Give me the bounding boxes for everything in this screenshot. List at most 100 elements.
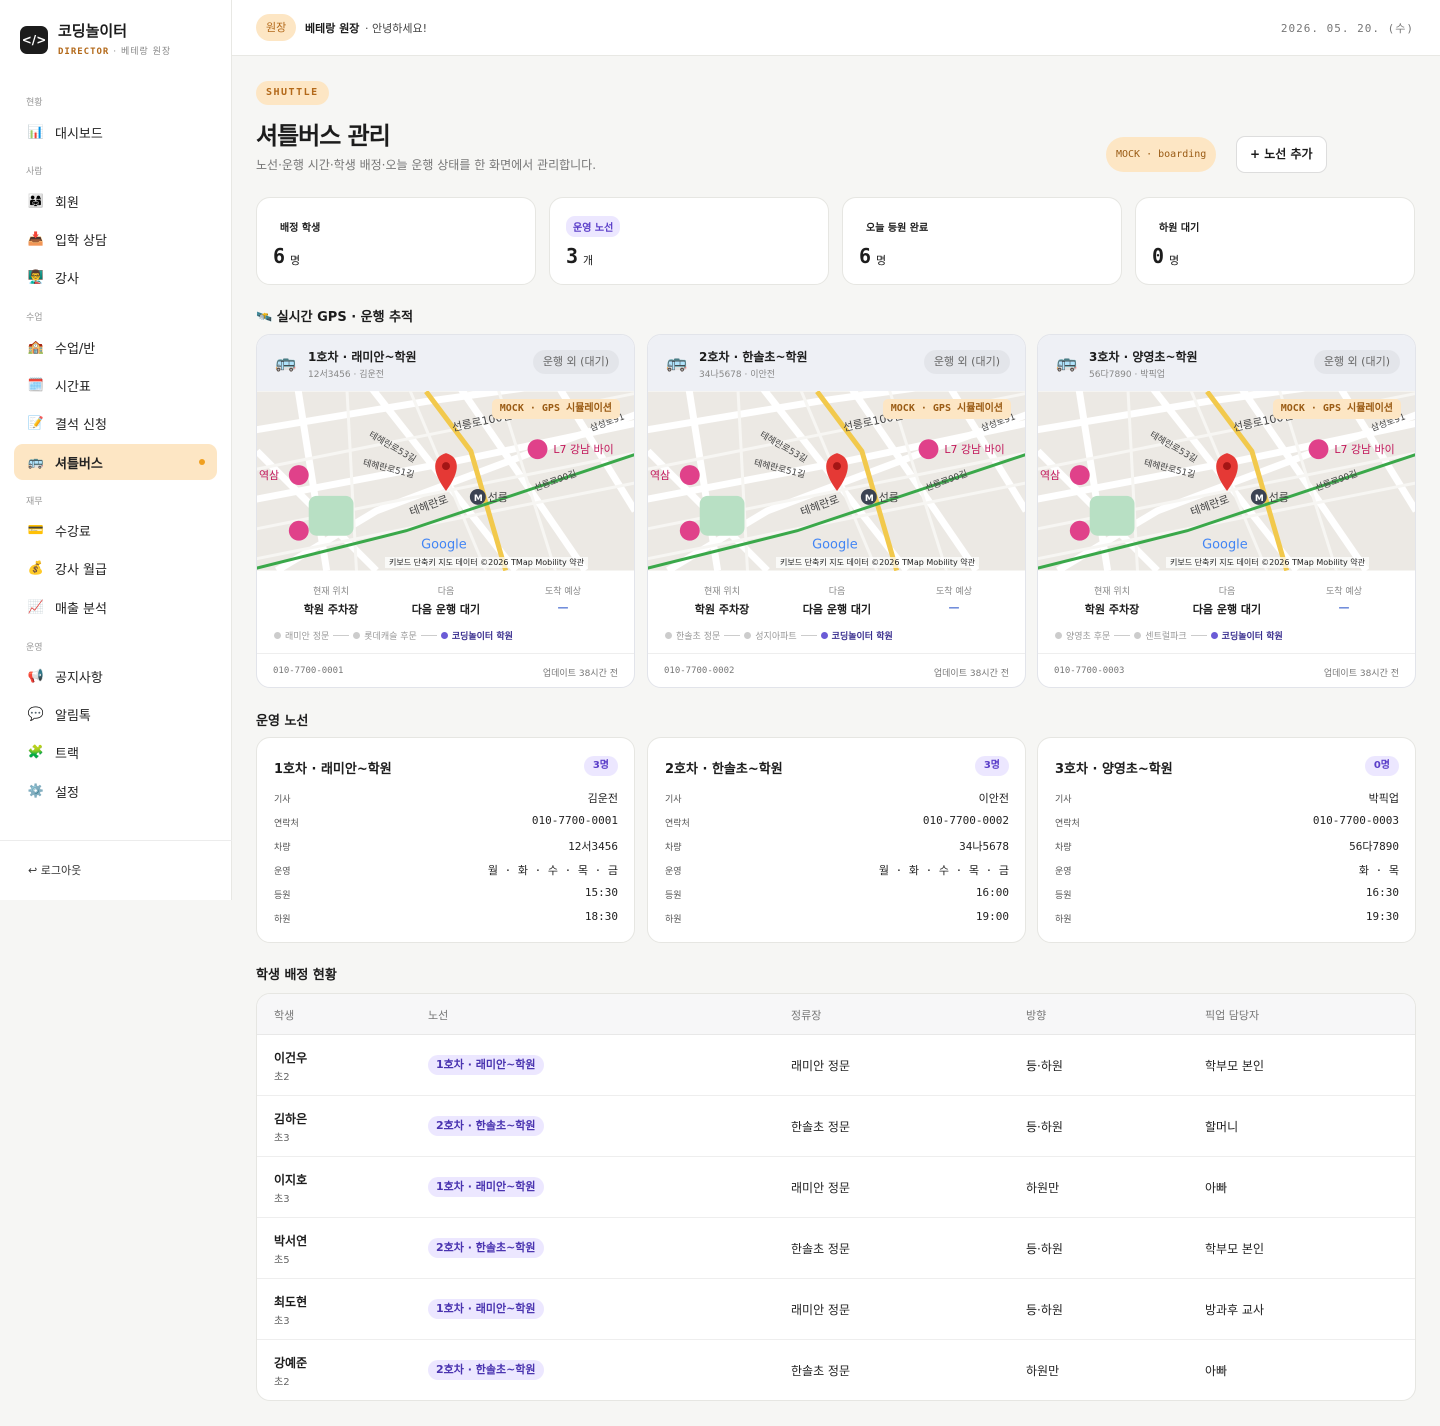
divider: [1038, 653, 1415, 654]
map-view[interactable]: M 선릉로100길 테헤란로 선릉 역삼 L7 강남 바이 테헤란로53길 테헤…: [648, 391, 1025, 571]
svg-text:M: M: [474, 494, 483, 504]
info-value: —: [948, 601, 960, 614]
svg-text:L7 강남 바이: L7 강남 바이: [553, 443, 613, 456]
detail-key: 등원: [1055, 891, 1072, 901]
student-grade: 초3: [274, 1194, 290, 1205]
sidebar-item-admission[interactable]: 📥 입학 상담: [27, 231, 107, 249]
sidebar-item-notice[interactable]: 📢 공지사항: [27, 668, 103, 686]
sidebar-item-sales[interactable]: 📈 매출 분석: [27, 599, 107, 617]
route-detail-row: 등원 16:00: [665, 886, 1009, 902]
brand-role: DIRECTOR · 베테랑 원장: [58, 47, 172, 57]
table-row[interactable]: 김하은 초3 2호차 · 한솔초~학원 한솔초 정문 등·하원 할머니: [257, 1096, 1415, 1157]
mock-gps-badge: MOCK · GPS 시뮬레이션: [882, 399, 1011, 419]
sidebar-item-tuition[interactable]: 💳 수강료: [27, 522, 91, 540]
stop-label-current: 코딩놀이터 학원: [831, 632, 893, 642]
detail-value: 화 · 목: [1358, 864, 1399, 877]
map-attribution[interactable]: 키보드 단축키 지도 데이터 ©2026 TMap Mobility 약관: [776, 557, 980, 568]
stat-card-boarded: 오늘 등원 완료 6 명: [842, 197, 1122, 285]
logout-button[interactable]: ↩ 로그아웃: [28, 864, 82, 877]
brand[interactable]: </> 코딩놀이터 DIRECTOR · 베테랑 원장: [20, 22, 171, 57]
greeting: · 안녕하세요!: [365, 22, 428, 35]
sidebar-item-timetable[interactable]: 🗓️ 시간표: [27, 377, 91, 395]
school-icon: 🏫: [27, 339, 45, 355]
updated-time: 업데이트 38시간 전: [1323, 669, 1399, 679]
driver-phone[interactable]: 010-7700-0001: [273, 666, 344, 676]
driver-phone[interactable]: 010-7700-0003: [1054, 666, 1125, 676]
stop-label-current: 코딩놀이터 학원: [1221, 632, 1283, 642]
sidebar-item-classes[interactable]: 🏫 수업/반: [27, 339, 96, 357]
map-attribution[interactable]: 키보드 단축키 지도 데이터 ©2026 TMap Mobility 약관: [1166, 557, 1370, 568]
column-header[interactable]: 방향: [1026, 1009, 1047, 1022]
column-header[interactable]: 픽업 담당자: [1205, 1009, 1260, 1022]
route-detail-row: 차량 56다7890: [1055, 838, 1399, 854]
table-header: 학생 노선 정류장 방향 픽업 담당자: [257, 994, 1415, 1035]
student-grade: 초3: [274, 1316, 290, 1327]
current-location: 현재 위치 학원 주차장: [271, 584, 391, 617]
route-detail-row: 운영 월 · 화 · 수 · 목 · 금: [274, 862, 618, 878]
svg-text:L7 강남 바이: L7 강남 바이: [944, 443, 1004, 456]
role-badge: 원장: [256, 14, 297, 41]
table-row[interactable]: 강예준 초2 2호차 · 한솔초~학원 한솔초 정문 하원만 아빠: [257, 1340, 1415, 1400]
gps-status-badge: 운행 외 (대기): [532, 350, 619, 374]
pickup-person: 아빠: [1205, 1181, 1228, 1195]
table-row[interactable]: 이지호 초3 1호차 · 래미안~학원 래미안 정문 하원만 아빠: [257, 1157, 1415, 1218]
direction: 등·하원: [1026, 1303, 1063, 1317]
pickup-person: 할머니: [1205, 1120, 1239, 1134]
svg-text:역삼: 역삼: [259, 469, 279, 482]
stop-dot: [665, 632, 672, 639]
gear-icon: ⚙️: [27, 783, 45, 799]
info-value: —: [557, 601, 569, 614]
info-label: 다음: [437, 587, 455, 597]
route-card: 2호차 · 한솔초~학원 3명 기사 이안전 연락처 010-7700-0002…: [647, 737, 1026, 943]
svg-text:선릉: 선릉: [1269, 491, 1289, 504]
detail-key: 등원: [665, 891, 682, 901]
table-row[interactable]: 박서연 초5 2호차 · 한솔초~학원 한솔초 정문 등·하원 학부모 본인: [257, 1218, 1415, 1279]
detail-key: 하원: [1055, 915, 1072, 925]
detail-value: 월 · 화 · 수 · 목 · 금: [878, 864, 1009, 877]
add-route-button[interactable]: + 노선 추가: [1236, 136, 1327, 173]
stop-label-current: 코딩놀이터 학원: [451, 632, 513, 642]
column-header[interactable]: 학생: [274, 1009, 295, 1022]
sidebar-item-absence[interactable]: 📝 결석 신청: [27, 415, 107, 433]
sidebar-item-settings[interactable]: ⚙️ 설정: [27, 783, 79, 801]
route-card: 3호차 · 양영초~학원 0명 기사 박픽업 연락처 010-7700-0003…: [1037, 737, 1416, 943]
sidebar-item-alimtalk[interactable]: 💬 알림톡: [27, 706, 91, 724]
next-stop: 다음 다음 운행 대기: [1167, 584, 1287, 617]
detail-value: 김운전: [587, 792, 618, 805]
stop-label: 래미안 정문: [285, 632, 330, 642]
detail-key: 기사: [665, 795, 682, 805]
stat-unit: 명: [876, 254, 887, 267]
student-name: 이건우: [274, 1051, 308, 1065]
detail-key: 차량: [1055, 843, 1072, 853]
sidebar-item-salary[interactable]: 💰 강사 월급: [27, 560, 107, 578]
svg-text:역삼: 역삼: [650, 469, 670, 482]
detail-value: 15:30: [584, 886, 618, 899]
mock-gps-badge: MOCK · GPS 시뮬레이션: [1272, 399, 1401, 419]
route-detail-row: 운영 화 · 목: [1055, 862, 1399, 878]
sidebar-item-members[interactable]: 👨‍👩‍👧 회원: [27, 193, 79, 211]
gps-status-badge: 운행 외 (대기): [1313, 350, 1400, 374]
detail-value: 010-7700-0001: [531, 814, 618, 827]
stat-value: 6: [273, 244, 286, 268]
sidebar-item-teachers[interactable]: 👨‍🏫 강사: [27, 269, 79, 287]
table-row[interactable]: 이건우 초2 1호차 · 래미안~학원 래미안 정문 등·하원 학부모 본인: [257, 1035, 1415, 1096]
stat-unit: 개: [583, 254, 594, 267]
sidebar-item-shuttle[interactable]: 🚌 셔틀버스: [14, 444, 217, 480]
direction: 등·하원: [1026, 1059, 1063, 1073]
stop-dot: [1134, 632, 1142, 639]
column-header[interactable]: 정류장: [791, 1009, 822, 1022]
direction: 등·하원: [1026, 1242, 1063, 1256]
stat-label: 오늘 등원 완료: [866, 223, 929, 234]
brand-name: 코딩놀이터: [58, 22, 128, 40]
map-view[interactable]: M 선릉로100길 테헤란로 선릉 역삼 L7 강남 바이 테헤란로53길 테헤…: [257, 391, 634, 571]
student-name: 강예준: [274, 1356, 308, 1370]
stop-dot: [1055, 632, 1062, 639]
code-logo-icon: </>: [20, 25, 48, 54]
column-header[interactable]: 노선: [428, 1009, 449, 1022]
stop-dot: [274, 632, 281, 639]
table-row[interactable]: 최도현 초3 1호차 · 래미안~학원 래미안 정문 등·하원 방과후 교사: [257, 1279, 1415, 1340]
sidebar-item-dashboard[interactable]: 📊 대시보드: [27, 124, 103, 142]
map-attribution[interactable]: 키보드 단축키 지도 데이터 ©2026 TMap Mobility 약관: [385, 557, 589, 568]
sidebar-item-track[interactable]: 🧩 트랙: [27, 744, 79, 762]
driver-phone[interactable]: 010-7700-0002: [664, 666, 735, 676]
